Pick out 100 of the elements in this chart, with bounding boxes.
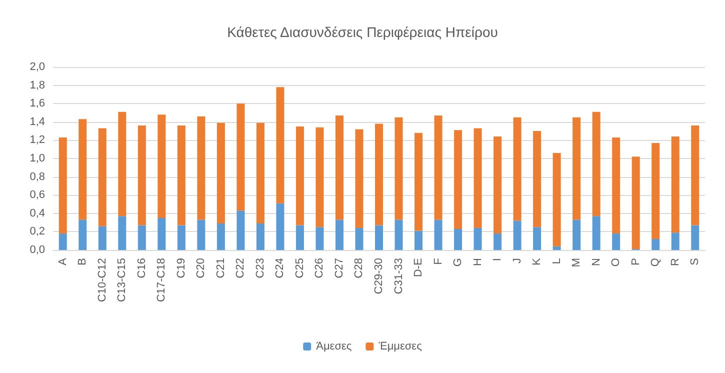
y-tick-label: 0,6 (30, 189, 45, 202)
bar (355, 129, 364, 228)
bar (375, 225, 383, 250)
bar (691, 126, 700, 226)
x-tick-label: J (511, 258, 524, 264)
bar (572, 220, 581, 250)
bar (256, 122, 264, 224)
bar (197, 116, 206, 220)
bar (474, 128, 482, 228)
bar (494, 234, 502, 250)
bar (513, 220, 522, 250)
bar (592, 216, 600, 250)
bar (236, 104, 245, 211)
bar (216, 223, 225, 250)
x-tick-label: C29-30 (373, 258, 385, 294)
bar (58, 137, 67, 234)
bar (58, 234, 67, 250)
x-tick-label: P (630, 258, 642, 266)
bar (118, 112, 126, 216)
bar (414, 230, 423, 250)
bar (394, 117, 403, 220)
x-tick-label: C23 (254, 258, 266, 278)
x-tick-label: C27 (333, 258, 346, 278)
x-tick-label: C17-C18 (156, 258, 168, 302)
bar (474, 228, 482, 250)
bar (296, 126, 304, 226)
x-tick-label: G (452, 258, 464, 267)
bar (118, 216, 126, 250)
bar (671, 136, 680, 233)
bar (375, 124, 383, 226)
x-tick-label: C10-C12 (96, 258, 108, 302)
x-tick-label: C31-33 (392, 258, 405, 294)
bar (414, 132, 423, 231)
x-tick-label: L (550, 258, 563, 264)
y-tick-label: 1,0 (30, 152, 45, 164)
x-tick-label: C22 (234, 258, 247, 278)
y-tick-label: 1,2 (30, 134, 45, 146)
bar (177, 225, 186, 250)
y-tick-label: 0,8 (30, 170, 45, 183)
bar (98, 226, 106, 250)
bar (177, 126, 186, 226)
bar (671, 232, 680, 250)
x-tick-label: R (669, 258, 682, 266)
x-tick-label: C26 (314, 258, 326, 278)
x-tick-label: C20 (195, 258, 208, 278)
x-tick-label: Q (650, 258, 662, 267)
x-tick-label: K (531, 257, 544, 266)
bar (592, 112, 600, 216)
y-tick-label: 0,0 (30, 244, 45, 256)
x-tick-label: C25 (294, 258, 306, 278)
y-tick-label: 0,2 (30, 226, 45, 238)
bar (552, 153, 561, 246)
bar (572, 117, 581, 220)
bar (454, 130, 462, 229)
bar (158, 114, 166, 218)
bar (158, 218, 166, 250)
bar (494, 136, 502, 234)
bar (197, 220, 206, 250)
bar (296, 225, 304, 250)
bar (138, 225, 146, 250)
bar (434, 220, 442, 250)
bar (533, 227, 542, 250)
bar (652, 239, 660, 250)
x-tick-label: O (610, 258, 622, 267)
bar (632, 156, 640, 250)
bar (612, 234, 620, 250)
bar (612, 137, 620, 234)
bar (138, 126, 146, 226)
bar (335, 220, 344, 250)
y-tick-label: 2,0 (30, 61, 45, 73)
x-tick-label: C21 (214, 258, 227, 278)
x-tick-label: H (472, 258, 484, 266)
bar (276, 203, 284, 250)
x-tick-label: I (492, 258, 504, 262)
x-tick-label: C13-C15 (116, 258, 128, 302)
legend-label: Άμεσες (316, 340, 352, 352)
bar (276, 87, 284, 204)
y-tick-label: 0,4 (30, 207, 45, 220)
y-tick-label: 1,4 (30, 116, 45, 128)
legend-label: Έμμεσες (378, 340, 422, 352)
bar (216, 122, 225, 224)
bar (316, 227, 324, 250)
x-tick-label: N (590, 258, 602, 266)
bar (652, 142, 660, 240)
bar (236, 210, 245, 250)
bar (533, 131, 542, 228)
bar (513, 117, 522, 221)
x-tick-label: C16 (136, 258, 148, 278)
bar (98, 128, 106, 226)
bar (552, 246, 561, 250)
chart-title: Κάθετες Διασυνδέσεις Περιφέρειας Ηπείρου (227, 24, 498, 40)
bar (316, 127, 324, 228)
x-tick-label: D-E (412, 258, 425, 277)
x-tick-label: A (56, 257, 69, 266)
x-tick-label: C24 (274, 258, 286, 278)
x-tick-label: S (689, 258, 702, 266)
y-tick-label: 1,6 (30, 98, 45, 110)
bar (394, 220, 403, 250)
x-tick-label: C19 (175, 258, 188, 278)
x-tick-label: F (432, 258, 444, 265)
